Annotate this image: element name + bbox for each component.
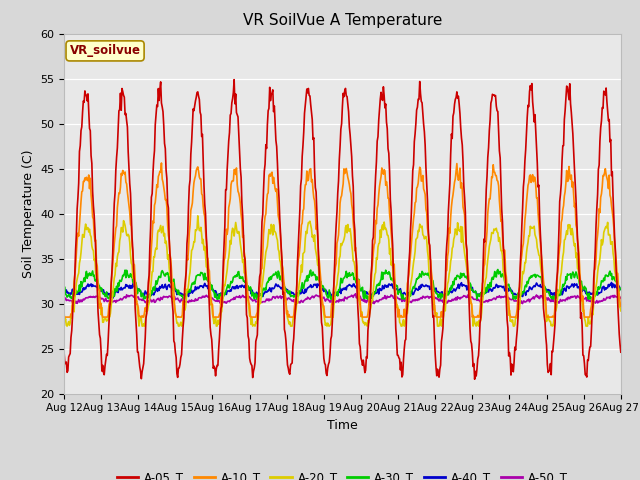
Y-axis label: Soil Temperature (C): Soil Temperature (C): [22, 149, 35, 278]
Title: VR SoilVue A Temperature: VR SoilVue A Temperature: [243, 13, 442, 28]
Legend: A-05_T, A-10_T, A-20_T, A-30_T, A-40_T, A-50_T: A-05_T, A-10_T, A-20_T, A-30_T, A-40_T, …: [113, 466, 572, 480]
X-axis label: Time: Time: [327, 419, 358, 432]
Text: VR_soilvue: VR_soilvue: [70, 44, 141, 58]
